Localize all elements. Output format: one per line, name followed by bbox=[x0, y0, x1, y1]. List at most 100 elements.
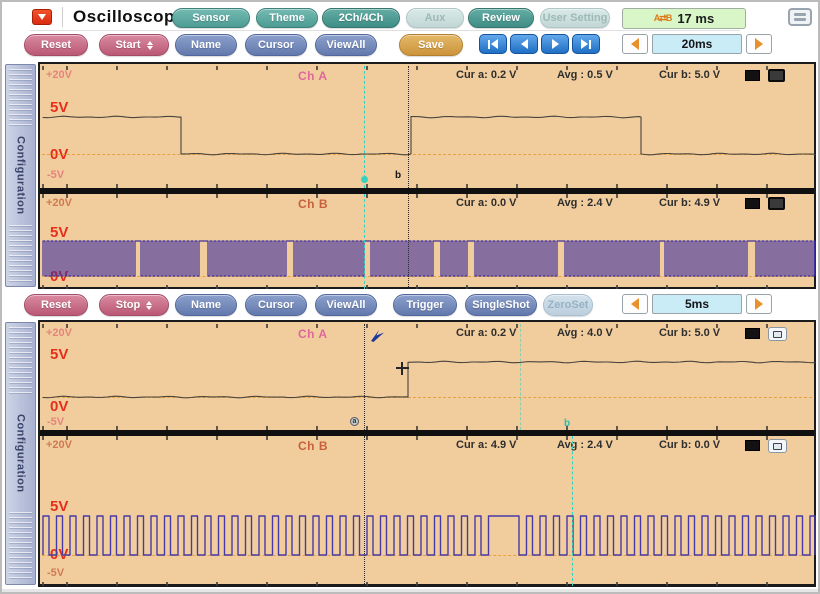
timebase-increase-button[interactable] bbox=[746, 34, 772, 54]
sensor-button[interactable]: Sensor bbox=[172, 8, 250, 28]
channel-view-toggle-icon[interactable] bbox=[768, 197, 785, 210]
channel-view-toggle-icon[interactable] bbox=[768, 327, 787, 341]
cursor-b-line[interactable] bbox=[520, 324, 521, 430]
scope2-plot: +20V Ch A Cur a: 0.2 V Avg : 4.0 V Cur b… bbox=[38, 320, 816, 587]
vmax-label: +20V bbox=[46, 69, 72, 81]
trigger-marker-icon[interactable] bbox=[370, 329, 386, 343]
tick-marks bbox=[40, 582, 814, 586]
app-title: Oscilloscope bbox=[62, 7, 185, 27]
inner-square-icon bbox=[773, 442, 782, 450]
review-button[interactable]: Review bbox=[468, 8, 534, 28]
singleshot-button[interactable]: SingleShot bbox=[465, 294, 537, 316]
timebase-decrease-button[interactable] bbox=[622, 34, 648, 54]
app-dropdown-button[interactable] bbox=[32, 9, 52, 25]
cursor-a-readout: Cur a: 0.2 V bbox=[456, 69, 517, 81]
avg-readout: Avg : 2.4 V bbox=[557, 197, 613, 209]
cursor-b-readout: Cur b: 4.9 V bbox=[659, 197, 721, 209]
scope1-configuration-handle[interactable]: Configuration bbox=[5, 64, 36, 287]
window-bottom-edge bbox=[2, 589, 818, 592]
viewall-button[interactable]: ViewAll bbox=[315, 34, 377, 56]
channel-name: Ch B bbox=[298, 197, 328, 211]
v5-label: 5V bbox=[50, 498, 69, 515]
name-button[interactable]: Name bbox=[175, 294, 237, 316]
ab-time-display: A⇄B 17 ms bbox=[622, 8, 746, 29]
timebase-control: 5ms bbox=[622, 294, 772, 314]
channel-fill-toggle-icon[interactable] bbox=[745, 440, 760, 451]
channel-fill-toggle-icon[interactable] bbox=[745, 328, 760, 339]
first-icon bbox=[491, 39, 498, 49]
cursor-b-readout: Cur b: 5.0 V bbox=[659, 327, 721, 339]
cursor-a-line[interactable] bbox=[364, 194, 365, 289]
tick-marks bbox=[40, 194, 814, 198]
channel-name: Ch A bbox=[298, 327, 328, 341]
tick-marks bbox=[40, 426, 814, 430]
channel-view-toggle-icon[interactable] bbox=[768, 69, 785, 82]
cursor-a-readout: Cur a: 0.0 V bbox=[456, 197, 517, 209]
cursor-button[interactable]: Cursor bbox=[245, 34, 307, 56]
step-back-button[interactable] bbox=[510, 34, 538, 54]
channel-view-toggle-icon[interactable] bbox=[768, 439, 787, 453]
ridge-texture bbox=[9, 69, 32, 127]
tick-marks bbox=[40, 66, 814, 70]
channel-separator bbox=[40, 188, 814, 194]
v0-label: 0V bbox=[50, 398, 69, 415]
avg-readout: Avg : 2.4 V bbox=[557, 439, 613, 451]
cursor-a-readout: Cur a: 4.9 V bbox=[456, 439, 517, 451]
last-icon bbox=[581, 39, 588, 49]
step-forward-button[interactable] bbox=[541, 34, 569, 54]
avg-readout: Avg : 0.5 V bbox=[557, 69, 613, 81]
go-first-button[interactable] bbox=[479, 34, 507, 54]
cursor-b-line[interactable] bbox=[572, 436, 573, 586]
start-button[interactable]: Start bbox=[99, 34, 169, 56]
spinner-icon bbox=[146, 40, 153, 50]
theme-button[interactable]: Theme bbox=[256, 8, 318, 28]
aux-button[interactable]: Aux bbox=[406, 8, 464, 28]
stop-button[interactable]: Stop bbox=[99, 294, 169, 316]
left-arrow-icon bbox=[631, 38, 639, 50]
viewall-button[interactable]: ViewAll bbox=[315, 294, 377, 316]
zero-reference-line bbox=[42, 397, 812, 398]
channel-a-waveform bbox=[42, 360, 816, 399]
trigger-button[interactable]: Trigger bbox=[393, 294, 457, 316]
right-arrow-icon bbox=[755, 38, 763, 50]
reset-button[interactable]: Reset bbox=[24, 294, 88, 316]
channel-fill-toggle-icon[interactable] bbox=[745, 70, 760, 81]
name-button[interactable]: Name bbox=[175, 34, 237, 56]
spinner-icon bbox=[146, 300, 153, 310]
cursor-a-marker[interactable]: a bbox=[350, 417, 359, 426]
user-setting-button[interactable]: User Setting bbox=[540, 8, 610, 28]
tick-marks bbox=[40, 324, 814, 328]
cursor-b-tag: b bbox=[564, 418, 571, 429]
window-menu-icon[interactable] bbox=[788, 8, 812, 26]
cursor-a-marker[interactable] bbox=[361, 176, 368, 183]
cursor-a-line[interactable] bbox=[364, 436, 365, 586]
channel-a-waveform bbox=[42, 115, 816, 156]
cursor-b-line[interactable] bbox=[408, 194, 409, 289]
avg-readout: Avg : 4.0 V bbox=[557, 327, 613, 339]
timebase-display: 5ms bbox=[652, 294, 742, 314]
vmin-label: -5V bbox=[47, 169, 65, 181]
timebase-decrease-button[interactable] bbox=[622, 294, 648, 314]
ab-cursor-icon: A⇄B bbox=[653, 13, 673, 23]
cursor-a-readout: Cur a: 0.2 V bbox=[456, 327, 517, 339]
cursor-a-line[interactable] bbox=[364, 324, 365, 430]
v0-label: 0V bbox=[50, 546, 69, 563]
cursor-button[interactable]: Cursor bbox=[245, 294, 307, 316]
channel-mode-button[interactable]: 2Ch/4Ch bbox=[322, 8, 400, 28]
zeroset-button[interactable]: ZeroSet bbox=[543, 294, 593, 316]
channel-separator bbox=[40, 430, 814, 436]
timebase-increase-button[interactable] bbox=[746, 294, 772, 314]
cursor-b-line[interactable] bbox=[408, 66, 409, 188]
timebase-control: 20ms bbox=[622, 34, 772, 54]
reset-button[interactable]: Reset bbox=[24, 34, 88, 56]
menu-bar-icon bbox=[794, 13, 806, 16]
channel-fill-toggle-icon[interactable] bbox=[745, 198, 760, 209]
channel-name: Ch A bbox=[298, 69, 328, 83]
tick-marks bbox=[40, 436, 814, 440]
save-button[interactable]: Save bbox=[399, 34, 463, 56]
go-last-button[interactable] bbox=[572, 34, 600, 54]
right-arrow-icon bbox=[755, 298, 763, 310]
scope2-configuration-handle[interactable]: Configuration bbox=[5, 322, 36, 585]
menu-bar-icon bbox=[794, 18, 806, 21]
cursor-a-line[interactable] bbox=[364, 66, 365, 188]
